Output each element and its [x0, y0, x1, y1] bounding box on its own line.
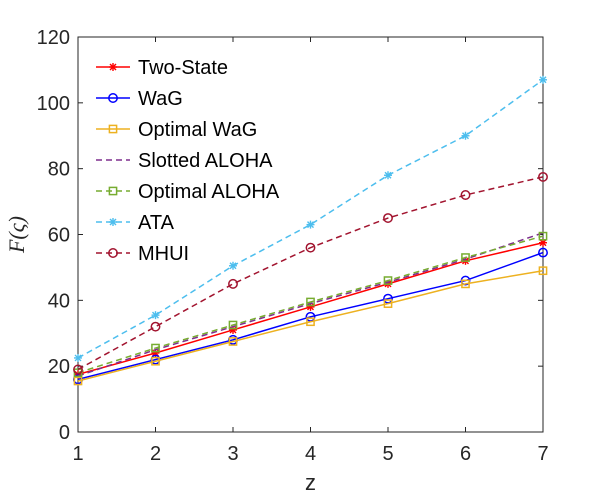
- data-point: [306, 220, 315, 229]
- data-point: [305, 242, 316, 253]
- data-point: [228, 337, 238, 346]
- legend-label: Two-State: [138, 57, 228, 79]
- legend-label: WaG: [138, 88, 183, 110]
- legend-item: WaG: [96, 88, 183, 110]
- legend-label: Optimal WaG: [138, 119, 257, 141]
- series-ata: [74, 75, 547, 362]
- x-tick-label: 5: [382, 443, 393, 465]
- data-point: [74, 353, 82, 362]
- series-slotted-aloha: [77, 232, 544, 377]
- plot-area-frame: [77, 36, 544, 433]
- data-point: [384, 171, 392, 180]
- legend: Two-State WaG Optimal WaG Slotted ALOHA Opti…: [96, 57, 280, 265]
- series-mhui: [73, 171, 548, 375]
- data-point: [228, 278, 238, 289]
- y-tick-label: 0: [59, 422, 70, 444]
- data-point: [228, 320, 238, 330]
- legend-marker: [108, 124, 118, 134]
- axes-group: 1 2 3 4 5 6 7 0 20 40 60 80 100 120: [37, 27, 549, 465]
- data-point: [539, 75, 547, 84]
- legend-label: ATA: [138, 212, 175, 234]
- data-point: [538, 266, 548, 276]
- data-point: [383, 276, 393, 285]
- series-line: [77, 269, 544, 382]
- legend-item: Two-State: [96, 57, 228, 79]
- data-point: [461, 253, 470, 262]
- series-line: [77, 176, 544, 371]
- data-point: [383, 299, 393, 308]
- data-point: [306, 317, 315, 327]
- data-point: [151, 343, 160, 353]
- data-point: [539, 238, 547, 247]
- legend-marker: [109, 218, 117, 226]
- legend-item: Optimal WaG: [96, 119, 257, 141]
- y-tick-label: 40: [48, 290, 70, 312]
- y-tick-label: 120: [37, 27, 70, 49]
- x-tick-label: 6: [460, 443, 471, 465]
- x-tick-label: 3: [227, 443, 238, 465]
- series-optimal-wag: [73, 266, 548, 386]
- y-axis-label: F(ς): [4, 216, 29, 254]
- legend-marker: [108, 93, 118, 103]
- series-group: [73, 75, 548, 386]
- legend-label: Slotted ALOHA: [138, 150, 273, 172]
- x-tick-label: 4: [305, 443, 316, 465]
- data-point: [73, 364, 83, 375]
- data-point: [306, 297, 315, 307]
- y-tick-label: 80: [48, 159, 70, 181]
- y-tick-label: 20: [48, 356, 70, 378]
- y-tick-label: 100: [37, 93, 70, 115]
- x-tick-label: 1: [72, 443, 83, 465]
- data-point: [538, 171, 548, 182]
- data-point: [461, 279, 470, 289]
- legend-item: ATA: [96, 212, 175, 234]
- x-tick-label: 7: [537, 443, 548, 465]
- data-point: [460, 190, 471, 200]
- legend-marker: [108, 248, 118, 258]
- legend-item: Optimal ALOHA: [96, 181, 280, 203]
- data-point: [538, 231, 548, 241]
- data-point: [151, 311, 160, 320]
- y-tick-label: 60: [48, 225, 70, 247]
- data-point: [461, 131, 470, 140]
- data-point: [150, 321, 161, 332]
- series-line: [77, 235, 544, 374]
- x-axis-label: z: [305, 470, 316, 495]
- x-tick-label: 2: [150, 443, 161, 465]
- legend-label: Optimal ALOHA: [138, 181, 280, 203]
- data-point: [151, 356, 160, 366]
- data-point: [229, 261, 237, 270]
- data-point: [538, 247, 548, 258]
- legend-item: Slotted ALOHA: [96, 150, 273, 172]
- legend-label: MHUI: [138, 243, 189, 265]
- legend-marker: [108, 186, 118, 196]
- legend-marker: [109, 63, 117, 71]
- data-point: [73, 376, 83, 386]
- series-line: [77, 232, 544, 377]
- data-point: [383, 213, 393, 223]
- legend-item: MHUI: [96, 243, 189, 265]
